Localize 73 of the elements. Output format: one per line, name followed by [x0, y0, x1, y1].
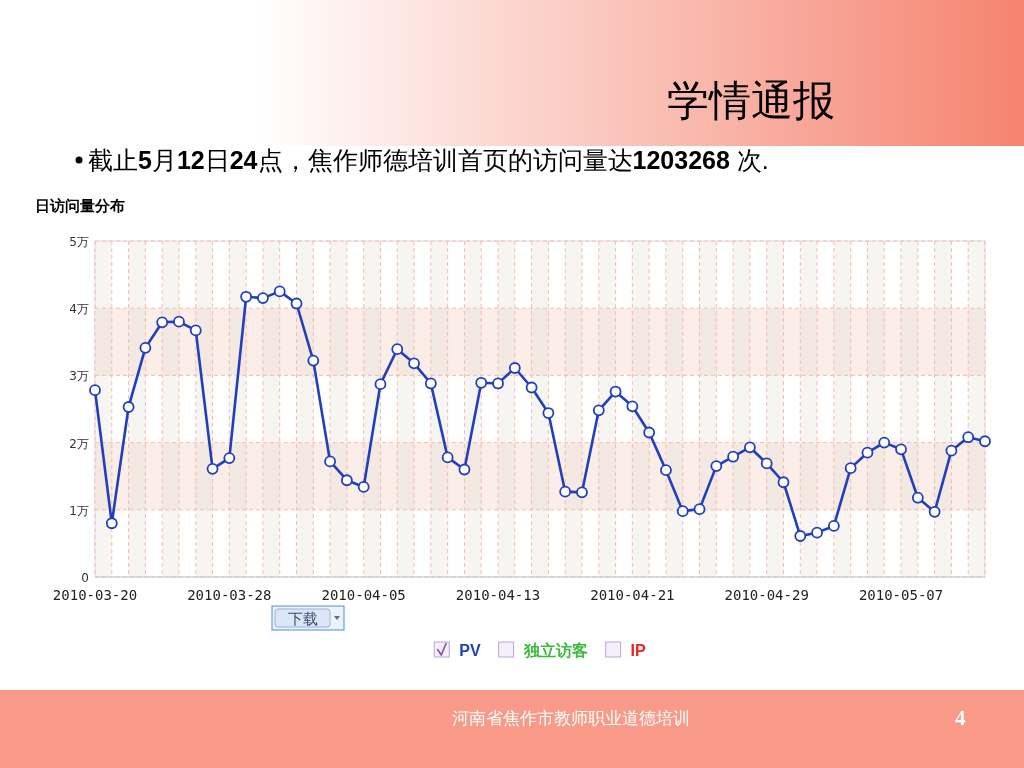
- point: [122, 401, 135, 413]
- point: [374, 378, 387, 391]
- point: [609, 385, 622, 398]
- point: [206, 462, 219, 475]
- point: [895, 443, 907, 456]
- title: 学情通报: [667, 76, 835, 125]
- y-tick-label: 5万: [69, 235, 89, 249]
- point: [89, 384, 101, 397]
- subtitle: 截止5月12日24点，焦作师德培训首页的访问量达1203268 次.: [88, 146, 769, 174]
- point: [273, 285, 286, 298]
- y-tick-label: 3万: [69, 369, 89, 384]
- point: [727, 450, 740, 463]
- point: [827, 520, 840, 532]
- point: [492, 377, 504, 390]
- x-tick-label: 2010-04-05: [321, 587, 406, 603]
- point: [424, 377, 437, 390]
- x-tick-label: 2010-04-21: [590, 587, 675, 603]
- point: [811, 526, 823, 539]
- point: [710, 460, 723, 473]
- point: [760, 457, 773, 470]
- x-tick-label: 2010-04-13: [455, 587, 541, 603]
- point: [643, 426, 656, 439]
- point: [458, 463, 471, 476]
- y-tick-label: 4万: [69, 302, 89, 317]
- point: [441, 451, 454, 464]
- point: [693, 503, 706, 516]
- point: [340, 474, 353, 487]
- point: [861, 446, 874, 459]
- page-number: 4: [955, 706, 966, 730]
- point: [189, 324, 202, 337]
- point: [223, 452, 236, 464]
- point: [525, 381, 538, 394]
- point: [911, 491, 924, 504]
- point: [559, 485, 572, 498]
- y-tick-label: 1万: [69, 503, 89, 518]
- point: [660, 464, 672, 477]
- point: [794, 530, 807, 542]
- point: [156, 316, 169, 329]
- x-tick-label: 2010-03-20: [52, 587, 138, 603]
- point: [307, 354, 320, 367]
- point: [542, 407, 555, 419]
- chart-heading: 日访问量分布: [35, 197, 125, 214]
- x-tick-label: 2010-04-29: [724, 587, 809, 603]
- point: [240, 290, 253, 303]
- point: [391, 343, 404, 356]
- point: [357, 481, 370, 493]
- x-tick-label: 2010-05-07: [858, 587, 944, 603]
- point: [878, 436, 891, 449]
- point: [592, 404, 605, 417]
- point: [962, 431, 975, 444]
- point: [744, 441, 756, 454]
- point: [290, 297, 303, 310]
- y-tick-label: 2万: [69, 436, 89, 451]
- footer: 河南省焦作市教师职业道德培训: [452, 708, 690, 728]
- point: [777, 476, 790, 489]
- point: [173, 315, 185, 328]
- point: [928, 505, 941, 518]
- point: [676, 505, 689, 518]
- point: [324, 455, 336, 468]
- point: [979, 435, 991, 448]
- point: [105, 517, 118, 530]
- point: [945, 444, 958, 457]
- point: [475, 376, 488, 389]
- y-tick-label: 0: [81, 571, 89, 585]
- point: [257, 292, 269, 305]
- point: [576, 486, 588, 499]
- point: [626, 400, 639, 413]
- download-button: 下载: [271, 605, 345, 631]
- point: [408, 357, 420, 370]
- point: [139, 341, 152, 354]
- point: [844, 462, 857, 475]
- point: [508, 362, 521, 374]
- x-tick-label: 2010-03-28: [187, 587, 272, 603]
